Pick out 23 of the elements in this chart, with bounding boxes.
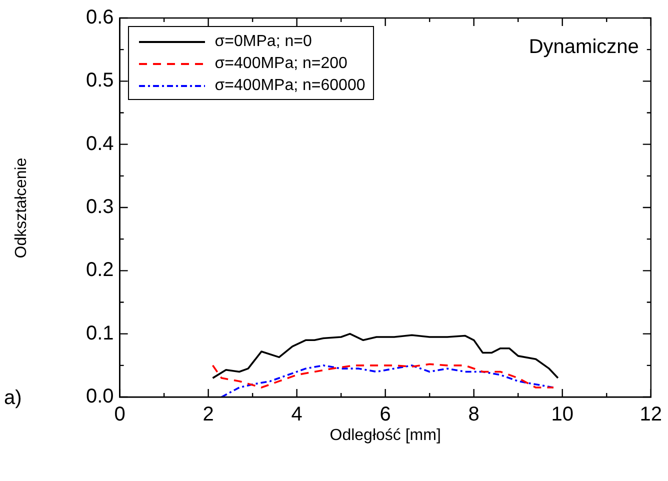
x-axis-title: Odległość [mm] bbox=[330, 427, 441, 445]
annotation: Dynamiczne bbox=[528, 36, 639, 59]
y-axis-title: Odkształcenie bbox=[13, 157, 31, 258]
x-tick-label: 2 bbox=[202, 404, 214, 426]
y-tick-label: 0.1 bbox=[86, 322, 114, 344]
y-tick-label: 0.5 bbox=[86, 70, 114, 92]
y-tick-label: 0.4 bbox=[86, 132, 114, 155]
text: a) bbox=[4, 387, 22, 410]
x-tick-label: 4 bbox=[291, 404, 302, 426]
y-tick-label: 0.2 bbox=[86, 259, 114, 282]
y-tick-label: 0.0 bbox=[86, 386, 114, 408]
x-tick-label: 0 bbox=[114, 404, 126, 426]
y-tick-label: 0.6 bbox=[86, 6, 114, 29]
legend-label: σ=400MPa; n=60000 bbox=[214, 77, 366, 95]
x-tick-label: 6 bbox=[380, 404, 391, 426]
line-series bbox=[220, 364, 554, 397]
line-series bbox=[212, 363, 554, 388]
x-tick-label: 8 bbox=[468, 404, 480, 426]
x-tick-label: 10 bbox=[551, 404, 574, 426]
legend-label: σ=400MPa; n=200 bbox=[214, 55, 348, 73]
x-tick-label: 12 bbox=[640, 404, 662, 426]
y-tick-label: 0.3 bbox=[86, 196, 114, 218]
legend-label: σ=0MPa; n=0 bbox=[214, 33, 312, 51]
